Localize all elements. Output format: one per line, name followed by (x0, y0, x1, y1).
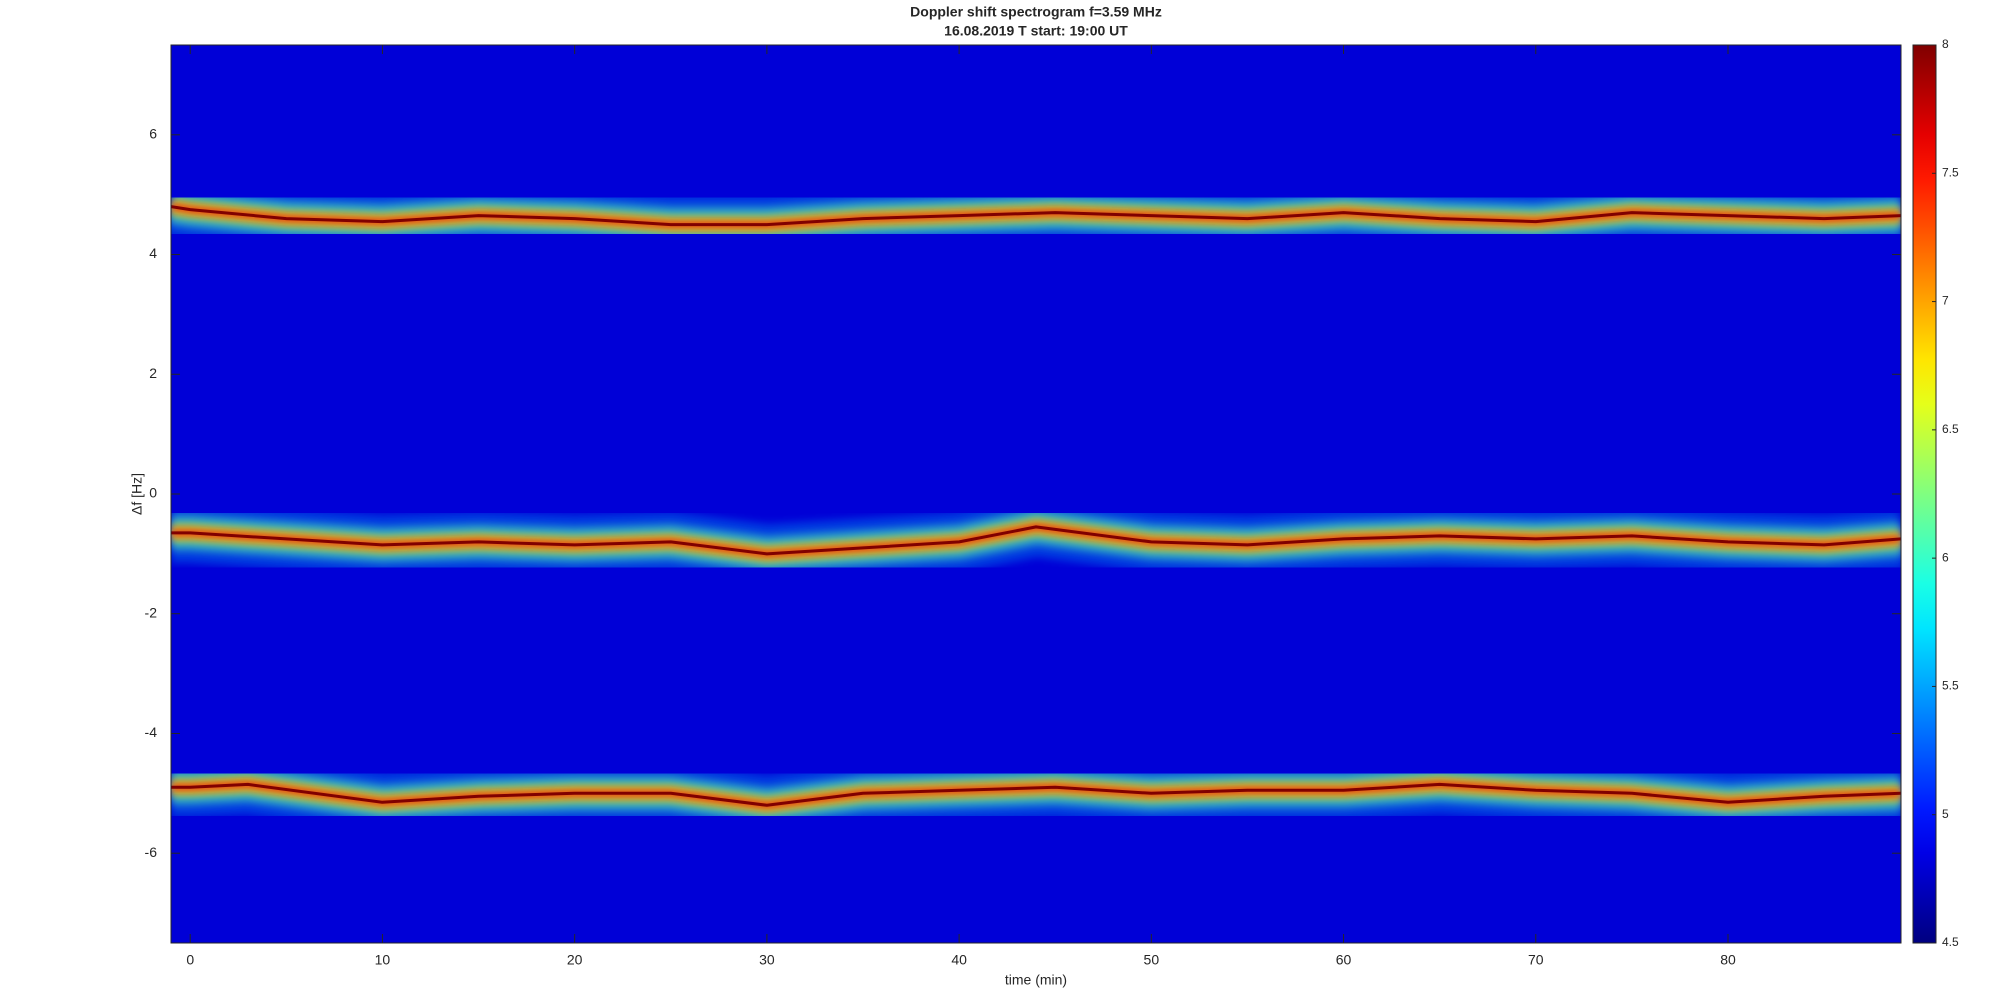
chart-title: Doppler shift spectrogram f=3.59 MHz (910, 4, 1162, 20)
colorbar-tick-label: 5 (1942, 807, 1949, 821)
x-axis-label: time (min) (1005, 972, 1067, 988)
y-tick-label: -4 (145, 724, 158, 740)
x-tick-label: 80 (1720, 952, 1736, 968)
y-tick-label: -6 (145, 844, 158, 860)
x-tick-label: 60 (1336, 952, 1352, 968)
colorbar-tick-label: 5.5 (1942, 679, 1959, 693)
y-tick-label: 6 (149, 126, 157, 142)
colorbar (1912, 44, 1937, 944)
colorbar-tick-label: 6.5 (1942, 422, 1959, 436)
colorbar-tick-label: 4.5 (1942, 935, 1959, 949)
y-axis-label: Δf [Hz] (129, 473, 145, 515)
chart-subtitle: 16.08.2019 T start: 19:00 UT (944, 23, 1128, 39)
x-tick-label: 40 (951, 952, 967, 968)
x-tick-label: 10 (375, 952, 391, 968)
y-tick-label: -2 (145, 604, 158, 620)
x-tick-label: 70 (1528, 952, 1544, 968)
colorbar-tick-label: 8 (1942, 37, 1949, 51)
colorbar-tick-label: 6 (1942, 550, 1949, 564)
y-tick-label: 0 (149, 485, 157, 501)
trace (171, 782, 1901, 807)
x-tick-label: 20 (567, 952, 583, 968)
trace (171, 205, 1901, 227)
x-tick-label: 30 (759, 952, 775, 968)
x-tick-label: 0 (186, 952, 194, 968)
trace (171, 525, 1901, 556)
traces (171, 176, 1901, 836)
y-tick-label: 2 (149, 365, 157, 381)
y-tick-label: 4 (149, 245, 157, 261)
x-tick-label: 50 (1144, 952, 1160, 968)
colorbar-tick-label: 7.5 (1942, 165, 1959, 179)
colorbar-tick-label: 7 (1942, 294, 1949, 308)
